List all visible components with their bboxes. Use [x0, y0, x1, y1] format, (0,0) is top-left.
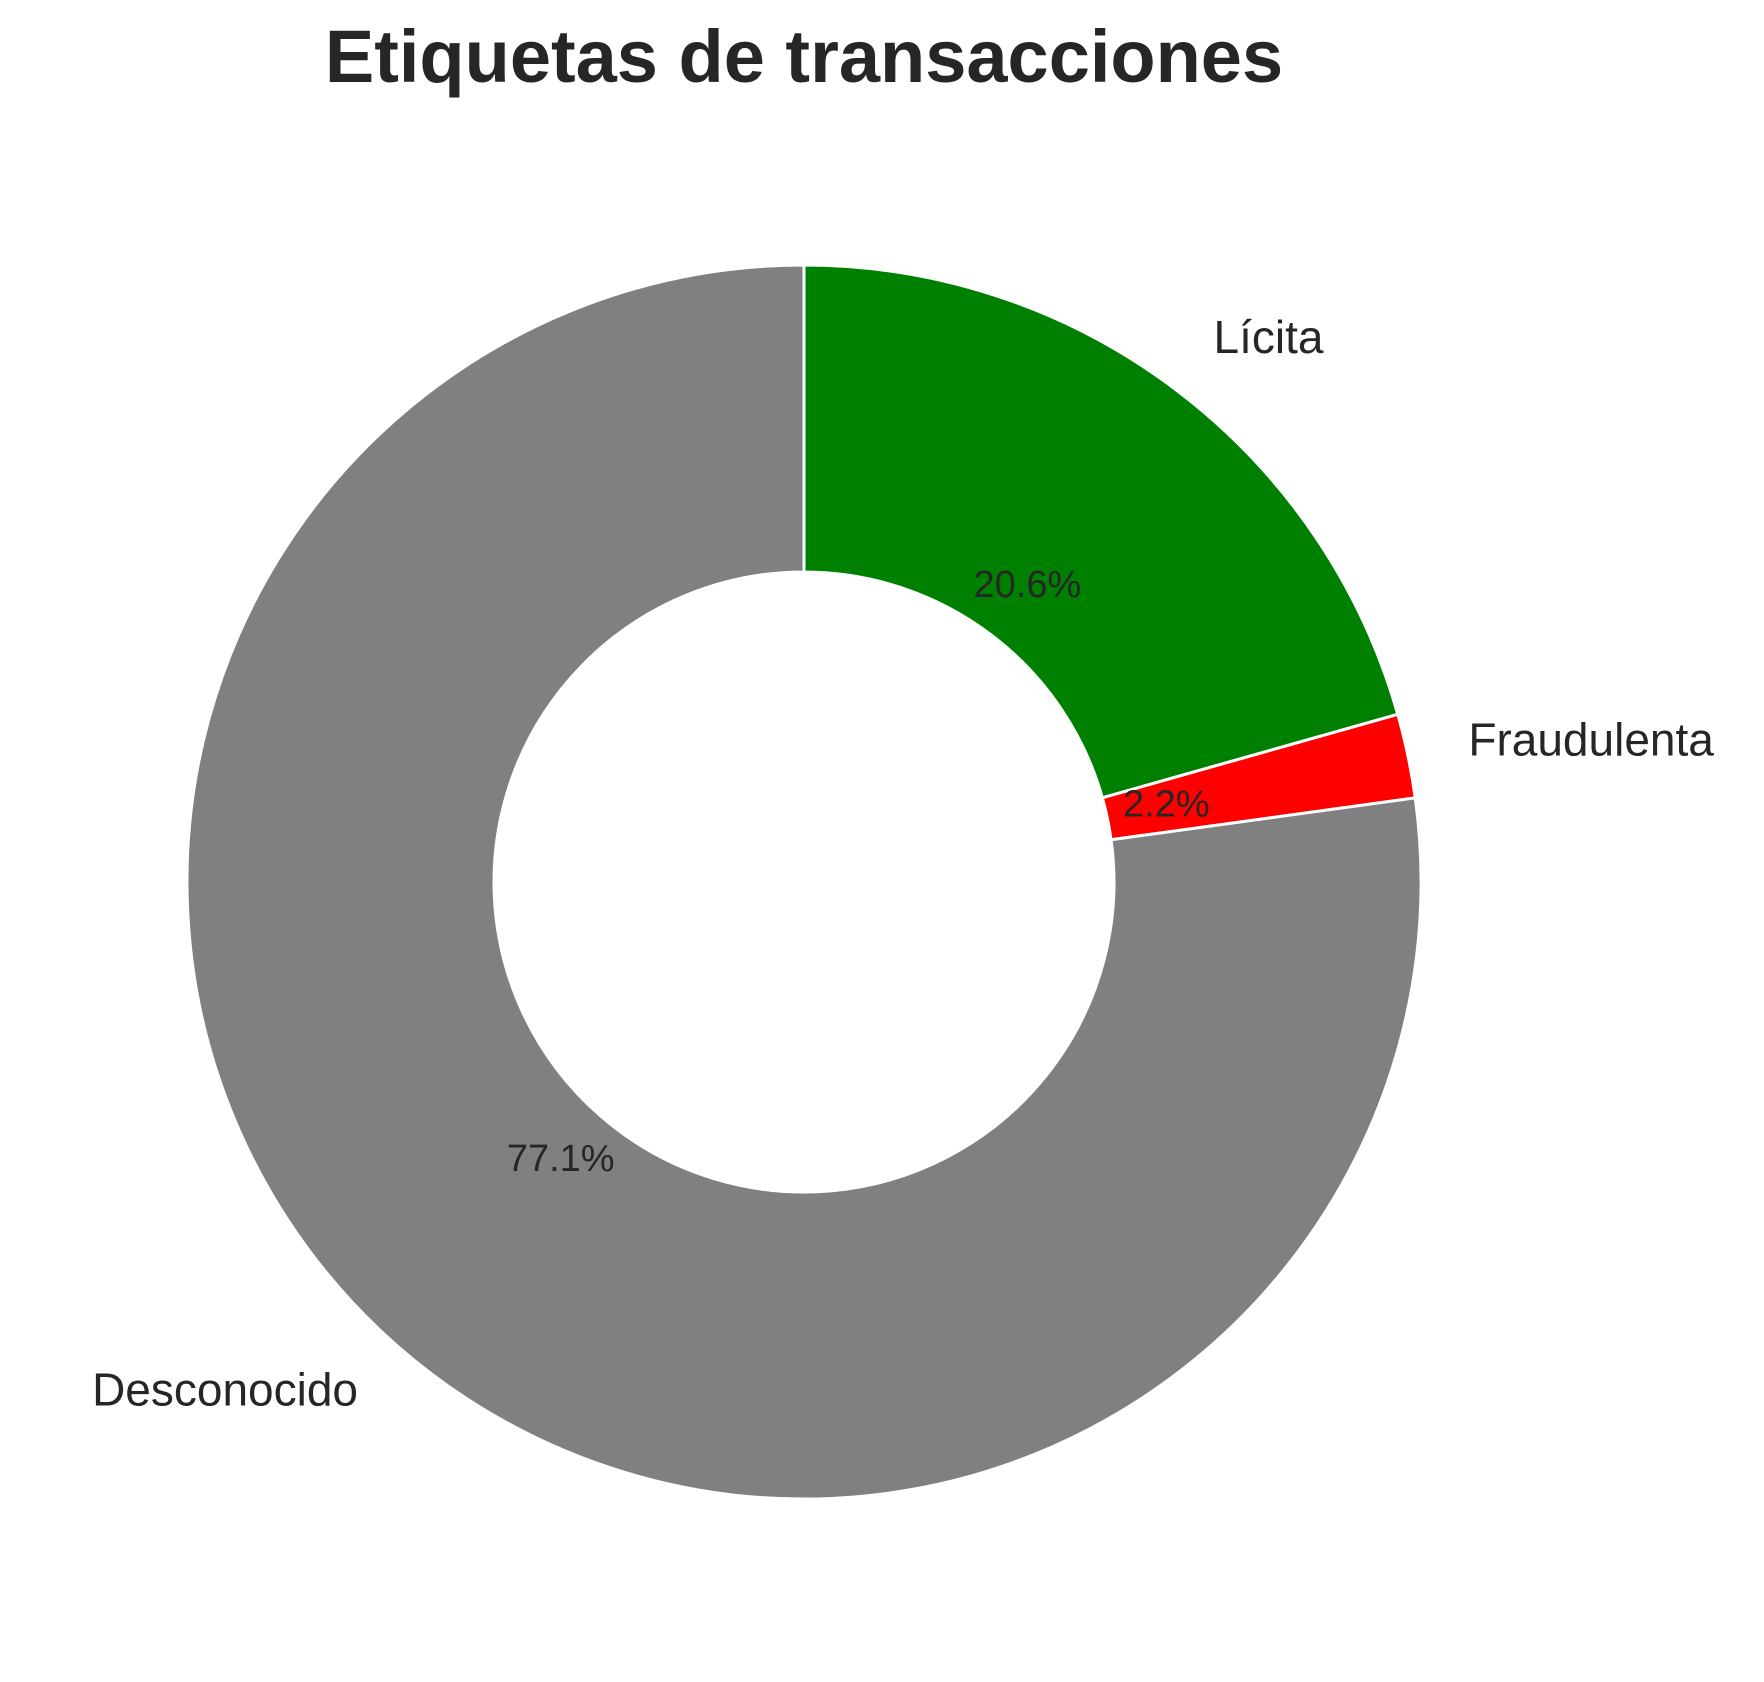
slice-label-desconocido: Desconocido — [92, 1364, 358, 1416]
pct-label-fraudulenta: 2.2% — [1123, 783, 1210, 825]
slice-label-licita: Lícita — [1214, 311, 1324, 363]
slice-licita — [802, 263, 1400, 800]
slice-desconocido — [185, 263, 1423, 1501]
labels-group: Lícita 20.6% Fraudulenta 2.2% Desconocido 77.… — [92, 311, 1714, 1416]
chart-title: Etiquetas de transacciones — [325, 15, 1283, 98]
slices-group — [185, 263, 1423, 1501]
pct-label-desconocido: 77.1% — [507, 1138, 615, 1180]
slice-label-fraudulenta: Fraudulenta — [1468, 713, 1714, 765]
pct-label-licita: 20.6% — [974, 564, 1082, 606]
